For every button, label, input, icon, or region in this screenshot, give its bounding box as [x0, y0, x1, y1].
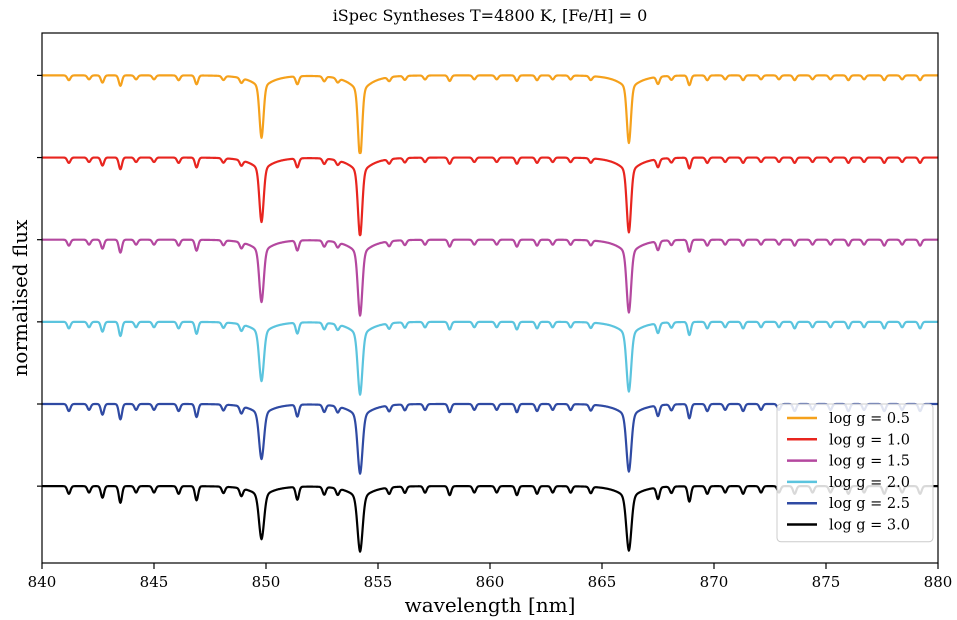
series-line — [41, 156, 939, 237]
series-line — [41, 74, 939, 155]
x-tick-label: 880 — [924, 573, 953, 591]
plot-lines — [41, 74, 939, 553]
x-tick-label: 875 — [812, 573, 841, 591]
x-tick-label: 840 — [28, 573, 57, 591]
x-tick-label: 870 — [700, 573, 729, 591]
y-ticks — [37, 74, 42, 487]
legend-label: log g = 2.5 — [829, 496, 910, 512]
y-axis-title: normalised flux — [8, 219, 32, 377]
x-tick-label: 845 — [140, 573, 169, 591]
legend-label: log g = 0.5 — [829, 411, 910, 427]
chart-title: iSpec Syntheses T=4800 K, [Fe/H] = 0 — [333, 6, 648, 25]
legend-label: log g = 1.0 — [829, 432, 910, 448]
legend-label: log g = 1.5 — [829, 454, 910, 470]
x-tick-label: 855 — [364, 573, 393, 591]
x-axis-title: wavelength [nm] — [405, 593, 576, 617]
legend-label: log g = 2.0 — [829, 475, 910, 491]
x-tick-label: 865 — [588, 573, 617, 591]
x-tick-label: 860 — [476, 573, 505, 591]
series-line — [41, 238, 939, 317]
legend-label: log g = 3.0 — [829, 518, 910, 534]
x-tick-label: 850 — [252, 573, 281, 591]
legend: log g = 0.5 log g = 1.0 log g = 1.5 log g =… — [776, 403, 934, 543]
x-axis-ticks: 840 845 850 855 860 865 870 875 880 — [28, 563, 953, 591]
series-line — [41, 320, 939, 396]
